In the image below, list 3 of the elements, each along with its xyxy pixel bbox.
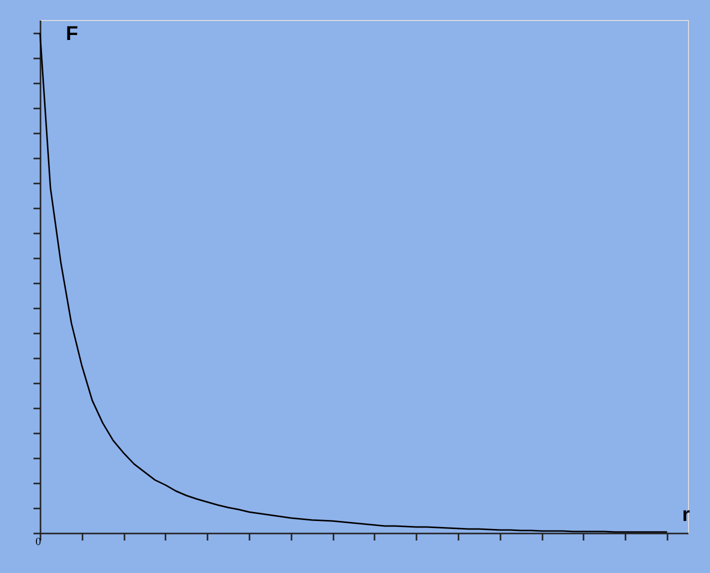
x-axis-title: r — [682, 504, 690, 526]
text: 0 — [36, 536, 42, 548]
y-axis-title: F — [66, 23, 78, 45]
